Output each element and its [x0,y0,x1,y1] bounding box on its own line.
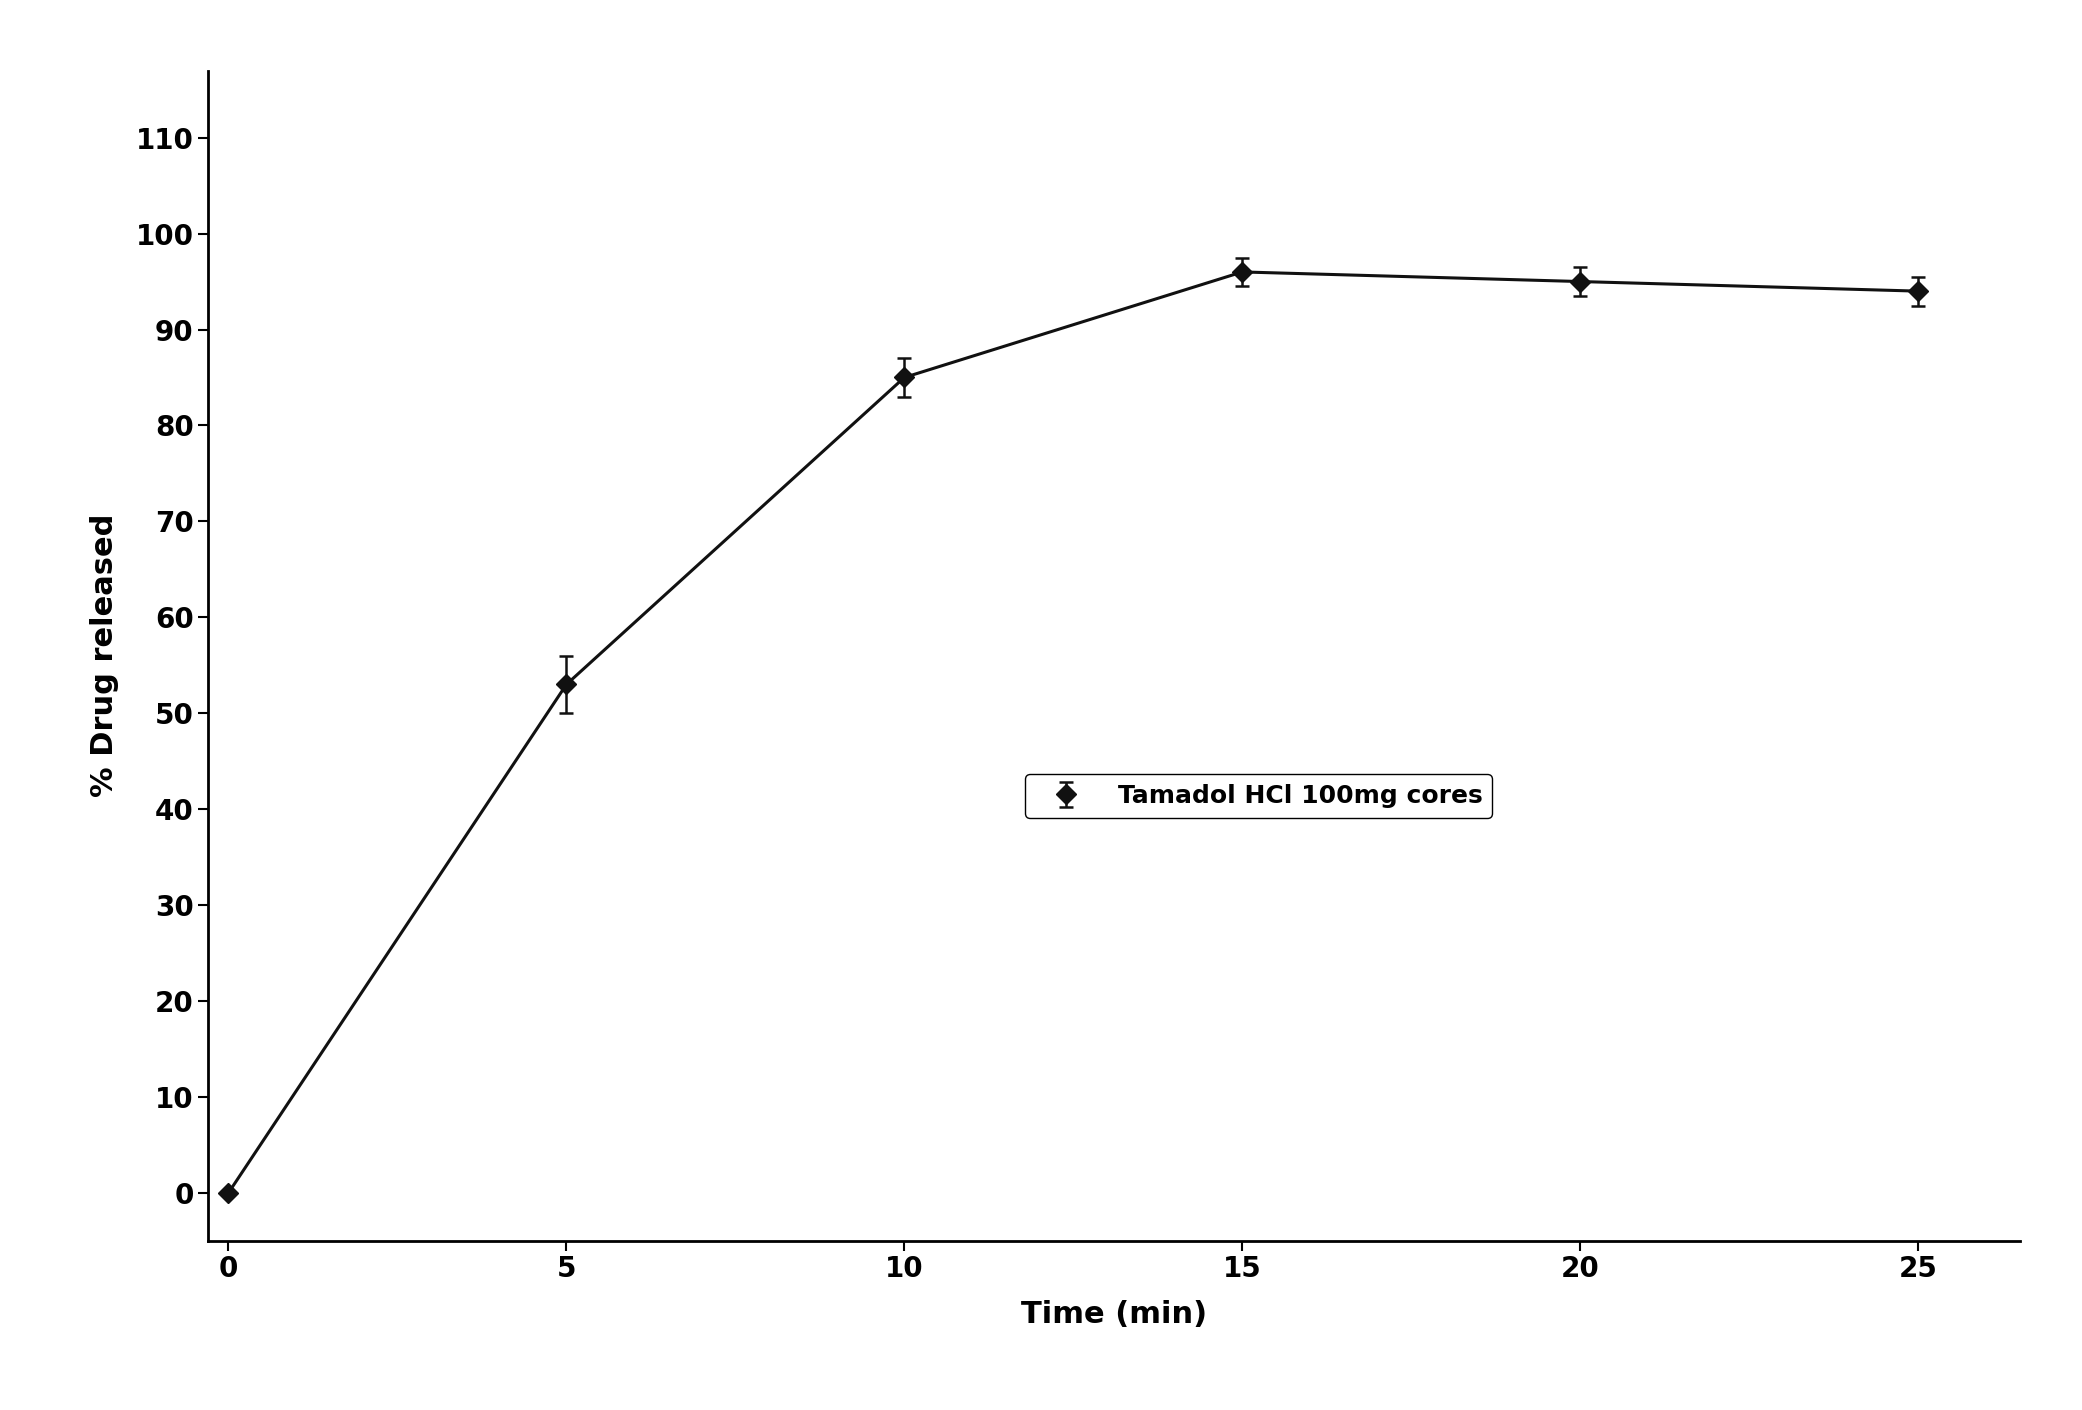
X-axis label: Time (min): Time (min) [1020,1300,1208,1330]
Y-axis label: % Drug released: % Drug released [90,515,119,797]
Legend: Tamadol HCl 100mg cores: Tamadol HCl 100mg cores [1024,774,1493,818]
